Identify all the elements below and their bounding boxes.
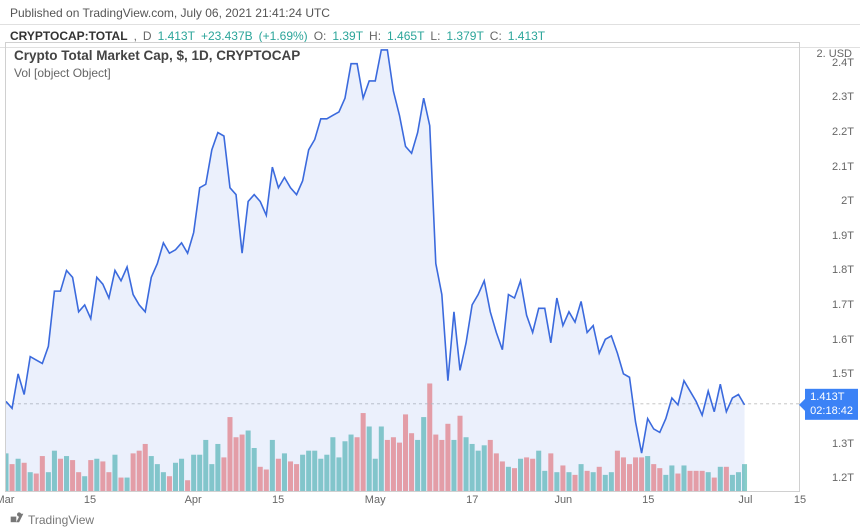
y-axis: 2.4T 2.3T 2.2T 2.1T 2T 1.9T 1.8T 1.7T 1.6T 1.5T 1.… bbox=[804, 42, 860, 492]
x-axis: Mar15Apr15May17Jun15Jul15 bbox=[5, 492, 800, 510]
y-tick: 1.9T bbox=[832, 230, 854, 242]
symbol: CRYPTOCAP:TOTAL bbox=[10, 29, 128, 43]
price-tag-price: 1.413T bbox=[810, 391, 853, 404]
h-label: H: bbox=[369, 29, 381, 43]
x-tick: Jul bbox=[738, 494, 752, 506]
y-tick: 1.3T bbox=[832, 438, 854, 450]
chart-plot-area[interactable] bbox=[5, 42, 800, 492]
l-label: L: bbox=[430, 29, 440, 43]
o-label: O: bbox=[314, 29, 327, 43]
x-tick: 15 bbox=[794, 494, 806, 506]
price-tag: 1.413T02:18:42 bbox=[805, 389, 858, 419]
last-price: 1.413T bbox=[158, 29, 195, 43]
y-tick: 2.1T bbox=[832, 161, 854, 173]
y-tick: 1.2T bbox=[832, 472, 854, 484]
interval: D bbox=[143, 29, 152, 43]
c-label: C: bbox=[490, 29, 502, 43]
x-tick: 15 bbox=[642, 494, 654, 506]
chart-title: Crypto Total Market Cap, $, 1D, CRYPTOCA… bbox=[14, 48, 300, 63]
h-value: 1.465T bbox=[387, 29, 424, 43]
x-tick: Apr bbox=[185, 494, 202, 506]
x-tick: May bbox=[365, 494, 386, 506]
change-abs: +23.437B bbox=[201, 29, 253, 43]
price-tag-timer: 02:18:42 bbox=[810, 404, 853, 417]
y-tick: 2.3T bbox=[832, 91, 854, 103]
x-tick: 17 bbox=[466, 494, 478, 506]
y-tick: 1.8T bbox=[832, 264, 854, 276]
l-value: 1.379T bbox=[446, 29, 483, 43]
x-tick: 15 bbox=[272, 494, 284, 506]
publish-header: Published on TradingView.com, July 06, 2… bbox=[0, 0, 860, 25]
y-tick: 2.4T bbox=[832, 57, 854, 69]
volume-label: Vol [object Object] bbox=[14, 66, 111, 80]
change-pct: (+1.69%) bbox=[259, 29, 308, 43]
y-tick: 1.5T bbox=[832, 368, 854, 380]
x-tick: Jun bbox=[554, 494, 572, 506]
x-tick: Mar bbox=[0, 494, 14, 506]
y-tick: 2T bbox=[841, 195, 854, 207]
y-tick: 1.6T bbox=[832, 334, 854, 346]
chart-svg bbox=[6, 43, 799, 491]
c-value: 1.413T bbox=[508, 29, 545, 43]
y-tick: 2.2T bbox=[832, 126, 854, 138]
tradingview-logo-icon bbox=[10, 511, 24, 528]
attribution-text: TradingView bbox=[28, 513, 94, 527]
x-tick: 15 bbox=[84, 494, 96, 506]
attribution: TradingView bbox=[10, 511, 94, 528]
o-value: 1.39T bbox=[332, 29, 363, 43]
y-tick: 1.7T bbox=[832, 299, 854, 311]
